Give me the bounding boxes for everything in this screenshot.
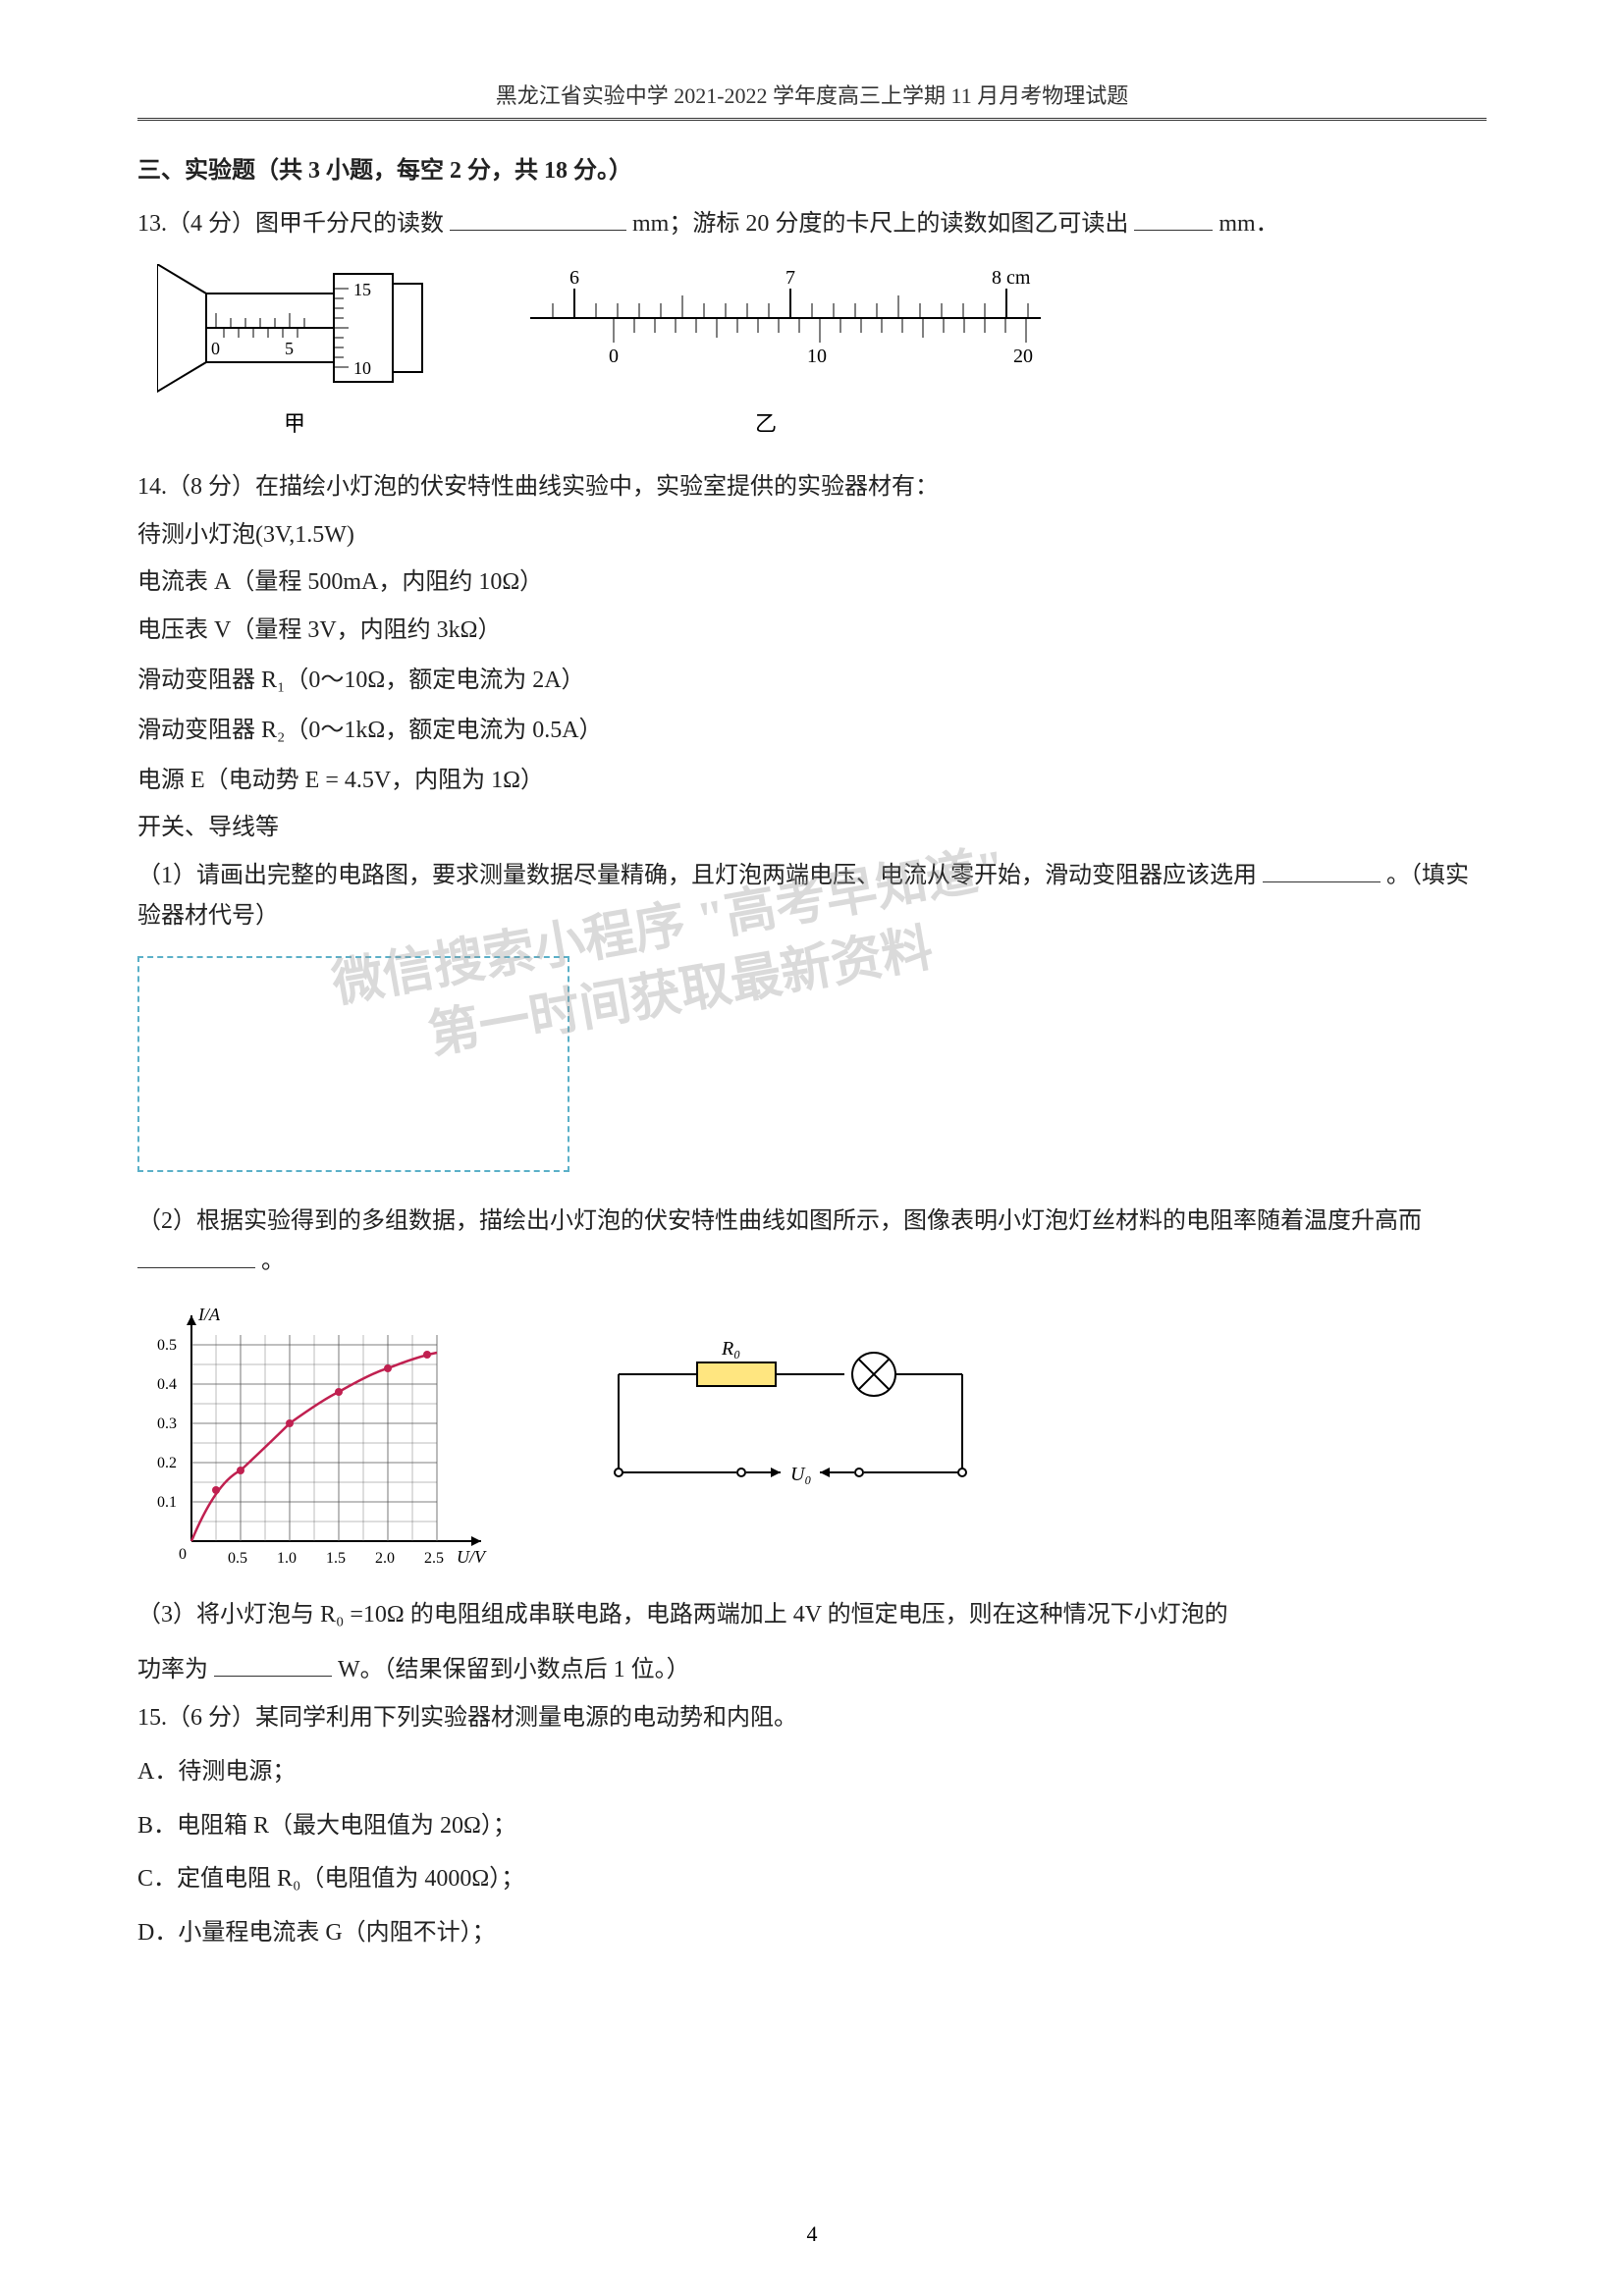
chart-origin: 0 xyxy=(179,1546,187,1563)
chart-xtick-4: 2.0 xyxy=(375,1550,395,1567)
circuit-u0-label: U₀ xyxy=(790,1464,811,1485)
q13-figures: 0 5 15 10 甲 xyxy=(157,264,1487,438)
q14-part3b-text: 功率为 xyxy=(137,1657,208,1682)
chart-ylabel: I/A xyxy=(197,1305,221,1324)
chart-xlabel: U/V xyxy=(457,1547,487,1567)
q14-ammeter: 电流表 A（量程 500mA，内阻约 10Ω） xyxy=(137,562,1487,603)
q14-part2-blank[interactable] xyxy=(137,1249,255,1268)
chart-xtick-2: 1.0 xyxy=(277,1550,297,1567)
vernier-top-7: 7 xyxy=(785,267,795,289)
section-title: 三、实验题（共 3 小题，每空 2 分，共 18 分。） xyxy=(137,150,1487,185)
vernier-bot-20: 20 xyxy=(1013,346,1033,367)
q13-blank1[interactable] xyxy=(450,211,626,231)
page-header-title: 黑龙江省实验中学 2021-2022 学年度高三上学期 11 月月考物理试题 xyxy=(137,79,1487,118)
q14-part1: （1）请画出完整的电路图，要求测量数据尽量精确，且灯泡两端电压、电流从零开始，滑… xyxy=(137,856,1487,936)
micrometer-caption: 甲 xyxy=(157,406,432,438)
q14-part2: （2）根据实验得到的多组数据，描绘出小灯泡的伏安特性曲线如图所示，图像表明小灯泡… xyxy=(137,1201,1487,1282)
q14-part1-text: （1）请画出完整的电路图，要求测量数据尽量精确，且灯泡两端电压、电流从零开始，滑… xyxy=(137,863,1257,888)
circuit-diagram: R₀ U₀ xyxy=(589,1335,1001,1512)
chart-ytick-4: 0.4 xyxy=(157,1376,177,1393)
vernier-bot-0: 0 xyxy=(609,346,619,367)
q14-part3b: 功率为 W。（结果保留到小数点后 1 位。） xyxy=(137,1650,1487,1690)
vernier-top-8: 8 cm xyxy=(992,267,1031,289)
circuit-svg: R₀ U₀ xyxy=(589,1335,1001,1512)
q14-part3b-unit: W。（结果保留到小数点后 1 位。） xyxy=(338,1657,690,1682)
vernier-figure: 6 7 8 cm xyxy=(511,264,1021,438)
micrometer-thimble-10: 10 xyxy=(353,358,371,378)
vernier-svg: 6 7 8 cm xyxy=(511,264,1060,382)
chart-circuit-row: I/A 0.5 0.4 0.3 0.2 0.1 0 0.5 1.0 1.5 2.… xyxy=(137,1296,1487,1571)
chart-ytick-1: 0.1 xyxy=(157,1494,177,1511)
q14-bulb: 待测小灯泡(3V,1.5W) xyxy=(137,515,1487,556)
q13-line: 13.（4 分）图甲千分尺的读数 mm；游标 20 分度的卡尺上的读数如图乙可读… xyxy=(137,204,1487,244)
q14-voltmeter: 电压表 V（量程 3V，内阻约 3kΩ） xyxy=(137,611,1487,651)
q14-switch: 开关、导线等 xyxy=(137,808,1487,848)
micrometer-main-5: 5 xyxy=(285,339,294,358)
vernier-bot-10: 10 xyxy=(807,346,827,367)
page-number: 4 xyxy=(807,2221,818,2247)
iv-chart-svg: I/A 0.5 0.4 0.3 0.2 0.1 0 0.5 1.0 1.5 2.… xyxy=(137,1296,530,1580)
circuit-r0-label: R₀ xyxy=(721,1338,740,1360)
circuit-drawing-box[interactable] xyxy=(137,956,569,1172)
q14-part2-tail: 。 xyxy=(261,1249,285,1274)
micrometer-thimble-15: 15 xyxy=(353,280,371,299)
iv-chart: I/A 0.5 0.4 0.3 0.2 0.1 0 0.5 1.0 1.5 2.… xyxy=(137,1296,491,1571)
q13-text2: mm；游标 20 分度的卡尺上的读数如图乙可读出 xyxy=(632,211,1128,237)
chart-ytick-2: 0.2 xyxy=(157,1455,177,1471)
micrometer-svg: 0 5 15 10 xyxy=(157,264,432,401)
micrometer-main-0: 0 xyxy=(211,339,220,358)
q14-part1-blank[interactable] xyxy=(1263,863,1380,882)
chart-xtick-1: 0.5 xyxy=(228,1550,247,1567)
q15-a: A．待测电源； xyxy=(137,1752,1487,1792)
q13-text1: 13.（4 分）图甲千分尺的读数 xyxy=(137,211,444,237)
micrometer-figure: 0 5 15 10 甲 xyxy=(157,264,432,438)
q15-intro: 15.（6 分）某同学利用下列实验器材测量电源的电动势和内阻。 xyxy=(137,1698,1487,1738)
chart-ytick-3: 0.3 xyxy=(157,1415,177,1432)
q15-c: C．定值电阻 R₀（电阻值为 4000Ω）； xyxy=(137,1859,1487,1899)
vernier-top-6: 6 xyxy=(569,267,579,289)
q14-part2-text: （2）根据实验得到的多组数据，描绘出小灯泡的伏安特性曲线如图所示，图像表明小灯泡… xyxy=(137,1208,1422,1234)
q13-blank2[interactable] xyxy=(1134,211,1213,231)
q14-part3b-blank[interactable] xyxy=(214,1657,332,1677)
q13-text3: mm． xyxy=(1218,211,1278,237)
q15-b: B．电阻箱 R（最大电阻值为 20Ω）； xyxy=(137,1806,1487,1846)
q14-r2: 滑动变阻器 R₂（0～1kΩ，额定电流为 0.5A） xyxy=(137,711,1487,751)
vernier-caption: 乙 xyxy=(511,406,1021,438)
chart-xtick-5: 2.5 xyxy=(424,1550,444,1567)
header-divider xyxy=(137,118,1487,121)
q14-source: 电源 E（电动势 E = 4.5V，内阻为 1Ω） xyxy=(137,761,1487,801)
q14-part3a: （3）将小灯泡与 R₀ =10Ω 的电阻组成串联电路，电路两端加上 4V 的恒定… xyxy=(137,1595,1487,1635)
q15-d: D．小量程电流表 G（内阻不计）； xyxy=(137,1913,1487,1953)
chart-ytick-5: 0.5 xyxy=(157,1337,177,1354)
q14-intro: 14.（8 分）在描绘小灯泡的伏安特性曲线实验中，实验室提供的实验器材有： xyxy=(137,467,1487,507)
chart-xtick-3: 1.5 xyxy=(326,1550,346,1567)
q14-r1: 滑动变阻器 R₁（0～10Ω，额定电流为 2A） xyxy=(137,661,1487,701)
